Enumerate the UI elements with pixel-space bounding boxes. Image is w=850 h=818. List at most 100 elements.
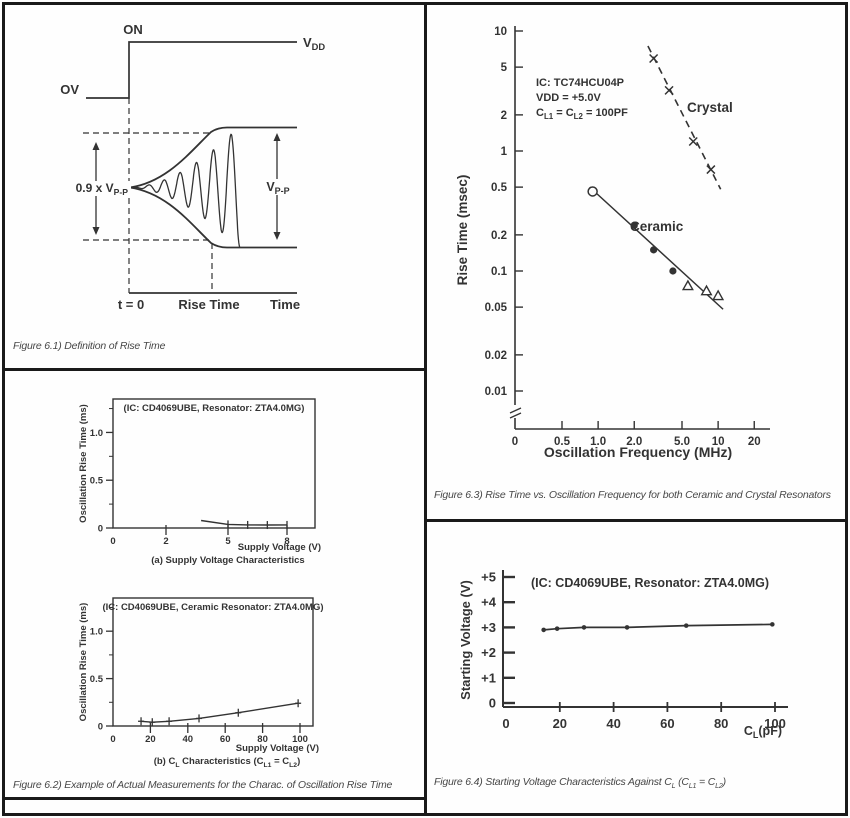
test-condition-annotation: IC: TC74HCU04P	[536, 77, 624, 89]
y-tick-label: 0	[98, 722, 103, 733]
y-tick-label: 0.01	[485, 386, 508, 398]
crystal-marker-x	[664, 85, 674, 95]
figure-6-2-caption: Figure 6.2) Example of Actual Measuremen…	[13, 779, 393, 791]
y-tick-label: 0.5	[90, 476, 104, 487]
x-tick-label: 80	[714, 716, 728, 731]
t0-label: t = 0	[118, 297, 144, 312]
data-line	[140, 702, 299, 723]
y-tick-label: +1	[481, 670, 496, 685]
rise-time-vs-frequency-chart: 10 5 2 1 0.5 0.2 0.1 0.05 0.02 0.01 0 0.5 1.0 2.0 5.0 1…	[455, 26, 770, 460]
vpp-label-backing	[261, 179, 295, 195]
x-tick-label: 20	[553, 716, 567, 731]
y-tick-label: 0.2	[491, 230, 507, 242]
data-marker-dot	[683, 623, 689, 628]
divider-left-panels	[2, 368, 427, 371]
data-marker-dot	[770, 622, 775, 627]
x-tick-label: 1.0	[590, 436, 606, 448]
ratio-label: 0.9 x VP-P	[76, 181, 129, 197]
ceramic-marker-dot	[650, 246, 658, 254]
x-axis-label: Supply Voltage (V)	[236, 743, 319, 754]
x-tick-label: 2	[163, 536, 168, 547]
y-axis-label: Starting Voltage (V)	[458, 580, 473, 700]
y-tick-label: 5	[501, 62, 508, 74]
data-line	[200, 519, 288, 526]
ov-label: OV	[60, 82, 79, 97]
vdd-label: VDD	[303, 35, 325, 52]
y-axis-label: Rise Time (msec)	[455, 175, 470, 286]
ceramic-series-label: Ceramic	[630, 219, 684, 234]
ceramic-marker-open-triangle	[681, 279, 694, 291]
y-tick-label: 0.02	[485, 350, 507, 362]
on-label: ON	[123, 22, 143, 37]
data-marker-dot	[541, 627, 546, 633]
x-tick-label: 0	[110, 536, 115, 547]
ratio-label-backing	[71, 181, 131, 196]
starting-voltage-chart: 0 +1 +2 +3 +4 +5 0 20 40 60 80 100 (IC: CD4069UBE, R…	[458, 570, 788, 740]
y-tick-label: 0	[98, 524, 103, 535]
ceramic-marker-open-circle	[587, 186, 598, 197]
x-tick-label: 40	[183, 734, 194, 745]
x-axis-label: Oscillation Frequency (MHz)	[544, 444, 732, 460]
plot-frame	[112, 398, 316, 529]
y-tick-label: +4	[481, 595, 497, 610]
chart-title: (IC: CD4069UBE, Ceramic Resonator: ZTA4.…	[102, 602, 323, 613]
ratio-arrow-head-bottom	[92, 227, 100, 235]
cl-characteristics-chart: 0 0.5 1.0 0 20 40 60 80 100 (IC: CD4069UBE, Ceram…	[78, 597, 324, 769]
y-tick-label: 10	[494, 26, 507, 38]
x-tick-label: 2.0	[626, 436, 642, 448]
y-tick-label: 0.5	[491, 182, 508, 194]
data-marker-dot	[624, 625, 630, 630]
figure-6-4-caption: Figure 6.4) Starting Voltage Characteris…	[434, 776, 726, 791]
vpp-label: VP-P	[266, 180, 289, 196]
x-tick-label: 0	[110, 734, 115, 745]
x-tick-label: 0.5	[554, 436, 571, 448]
y-tick-label: 1.0	[90, 428, 103, 439]
rise-time-definition-diagram: ON OV VDD 0.9 x VP-P VP-P t = 0 Rise Time Time	[60, 22, 325, 312]
y-tick-label: +3	[481, 620, 496, 635]
data-marker-dot	[554, 626, 560, 631]
divider-left-bottom	[2, 797, 427, 800]
crystal-trend-line	[647, 45, 722, 190]
data-line	[543, 623, 773, 631]
upper-envelope	[129, 126, 297, 189]
control-step-signal	[86, 41, 297, 99]
rise-time-label: Rise Time	[178, 297, 239, 312]
divider-right-panels	[424, 519, 848, 522]
chart-title: (IC: CD4069UBE, Resonator: ZTA4.0MG)	[531, 576, 769, 590]
x-axis-label: CL(pF)	[744, 724, 782, 740]
data-marker-dot	[581, 625, 587, 630]
y-tick-label: +2	[481, 645, 496, 660]
y-tick-label: 2	[501, 110, 507, 122]
test-condition-annotation: VDD = +5.0V	[536, 92, 601, 104]
vpp-arrow-head-bottom	[273, 232, 281, 240]
x-tick-label: 5.0	[674, 436, 690, 448]
figure-6-1-caption: Figure 6.1) Definition of Rise Time	[13, 340, 166, 352]
y-axis-break-mark	[509, 407, 522, 414]
supply-voltage-characteristics-chart: 0 0.5 1.0 0 2 5 8 (IC: CD4069UBE, Resonator: ZT…	[78, 398, 321, 566]
y-tick-label: 0.5	[90, 674, 104, 685]
x-tick-label: 100	[764, 716, 786, 731]
x-tick-label: 5	[225, 536, 231, 547]
figure-6-3-caption: Figure 6.3) Rise Time vs. Oscillation Fr…	[434, 489, 831, 501]
time-label: Time	[270, 297, 300, 312]
y-tick-label: 1.0	[90, 627, 103, 638]
x-tick-label: 20	[748, 436, 761, 448]
y-tick-label: +5	[481, 570, 496, 585]
ceramic-marker-open-triangle	[700, 284, 713, 296]
lower-envelope	[129, 186, 297, 249]
crystal-marker-x	[706, 165, 716, 175]
x-tick-label: 0	[512, 436, 518, 448]
oscillation-waveform	[130, 133, 241, 248]
plot-frame	[112, 597, 314, 727]
x-tick-label: 10	[712, 436, 725, 448]
crystal-marker-x	[688, 136, 698, 147]
y-tick-label: 0	[489, 696, 496, 711]
x-tick-label: 100	[292, 734, 308, 745]
chart-title: (IC: CD4069UBE, Resonator: ZTA4.0MG)	[124, 403, 305, 414]
x-axis-label: Supply Voltage (V)	[238, 542, 321, 553]
ratio-arrow-head-top	[92, 142, 100, 150]
y-axis-label: Oscillation Rise Time (ms)	[78, 404, 89, 523]
x-tick-label: 60	[660, 716, 674, 731]
y-axis-break-mark	[509, 412, 522, 419]
